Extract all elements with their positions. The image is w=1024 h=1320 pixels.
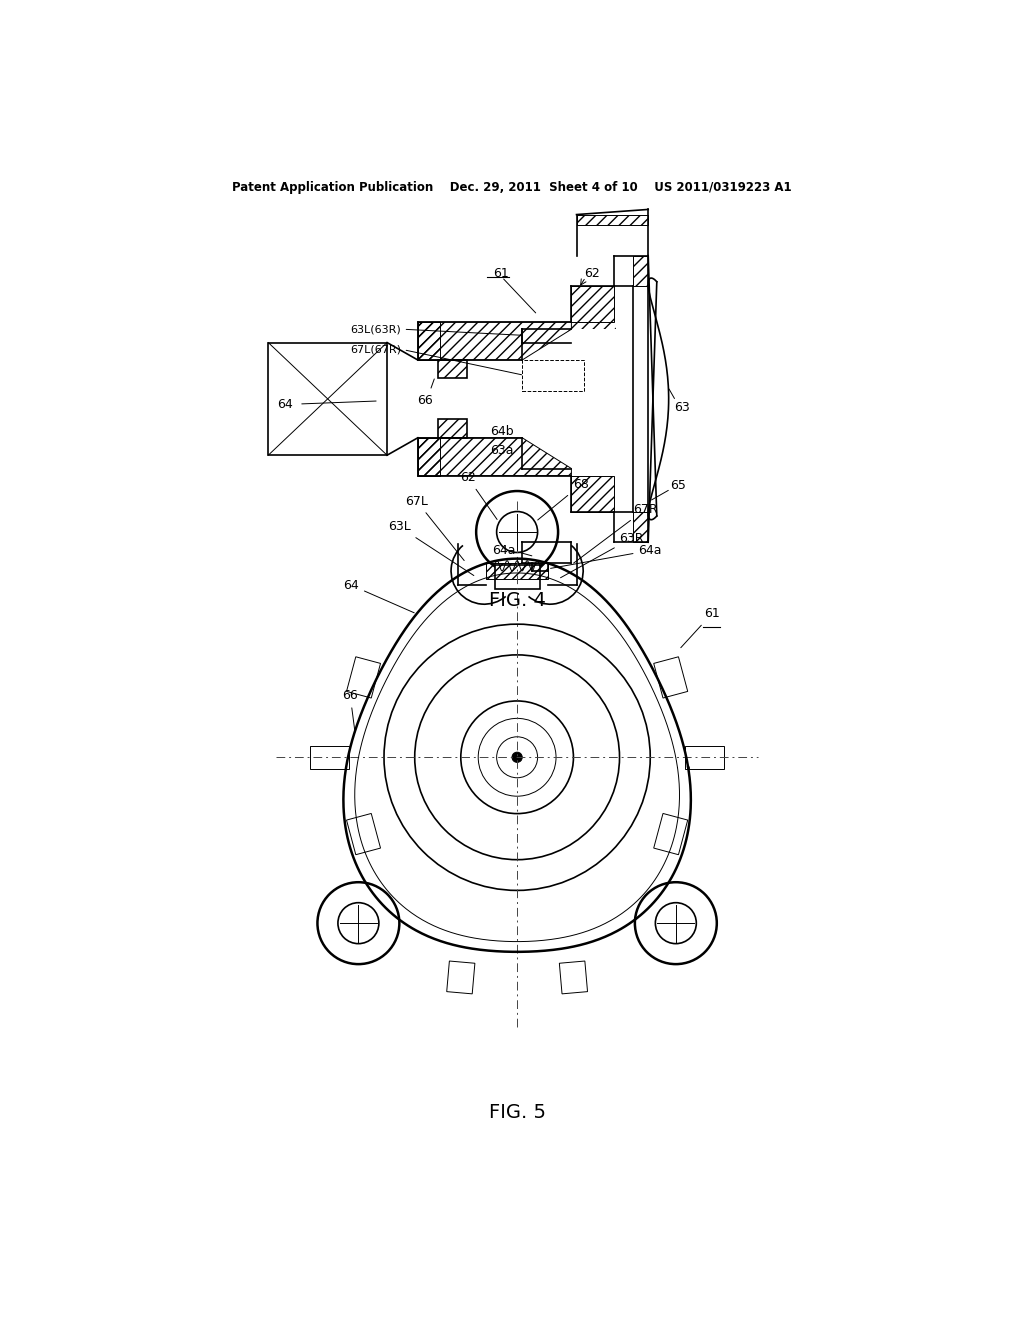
Text: 65: 65 — [670, 479, 686, 492]
Bar — [268, 343, 387, 455]
Text: 64a: 64a — [551, 544, 662, 569]
Bar — [418, 322, 440, 360]
Bar — [633, 512, 648, 543]
Bar — [571, 286, 614, 322]
Bar — [571, 322, 616, 329]
Text: 64: 64 — [276, 397, 293, 411]
Text: 64a: 64a — [493, 544, 515, 557]
Text: 62: 62 — [460, 471, 497, 520]
Bar — [633, 256, 648, 286]
Text: 64b: 64b — [489, 425, 514, 438]
Text: 68: 68 — [538, 478, 589, 520]
Text: 63L(63R): 63L(63R) — [350, 325, 401, 334]
Bar — [653, 657, 688, 698]
Text: 67L: 67L — [406, 495, 464, 561]
Bar — [559, 961, 588, 994]
Text: 62: 62 — [584, 268, 599, 280]
Text: 67R: 67R — [573, 503, 657, 564]
Text: FIG. 4: FIG. 4 — [488, 591, 546, 610]
Bar — [653, 813, 688, 855]
Bar — [571, 475, 614, 512]
Bar — [438, 420, 467, 438]
Bar — [310, 746, 349, 768]
Text: FIG. 5: FIG. 5 — [488, 1104, 546, 1122]
Bar — [522, 360, 584, 391]
Text: 66: 66 — [417, 395, 433, 408]
Bar — [577, 215, 648, 224]
Text: 64: 64 — [343, 578, 415, 612]
Bar — [685, 746, 724, 768]
Bar — [446, 961, 475, 994]
Text: 61: 61 — [681, 607, 720, 648]
Text: 67L(67R): 67L(67R) — [350, 345, 401, 355]
Bar — [418, 438, 440, 475]
Bar — [486, 562, 548, 579]
Bar — [346, 657, 381, 698]
Text: 63: 63 — [674, 400, 690, 413]
Text: 66: 66 — [342, 689, 358, 733]
Text: 63L: 63L — [388, 520, 474, 576]
Bar — [438, 360, 467, 379]
Circle shape — [512, 752, 522, 763]
Bar — [495, 565, 540, 589]
Text: 63a: 63a — [490, 444, 513, 457]
Bar — [346, 813, 381, 855]
Text: Patent Application Publication    Dec. 29, 2011  Sheet 4 of 10    US 2011/031922: Patent Application Publication Dec. 29, … — [232, 181, 792, 194]
Text: 61: 61 — [494, 268, 509, 280]
Text: 63R: 63R — [560, 532, 644, 578]
